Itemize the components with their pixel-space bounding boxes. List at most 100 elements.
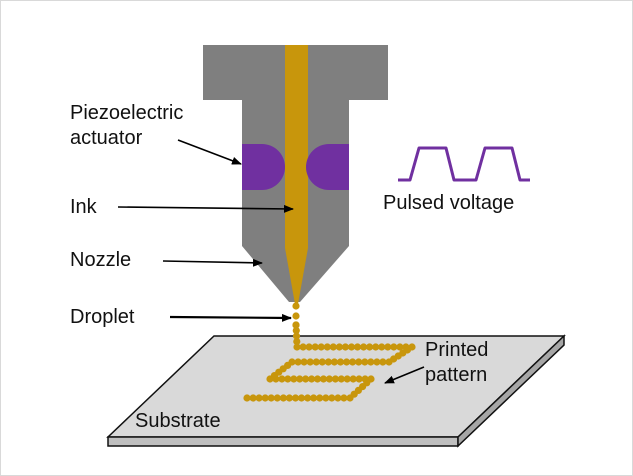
pattern-dot xyxy=(355,358,363,366)
pattern-dot xyxy=(299,343,307,351)
pattern-dot xyxy=(293,343,301,351)
pattern-dot xyxy=(355,375,363,383)
pattern-dot xyxy=(343,358,351,366)
label-pulsed-voltage: Pulsed voltage xyxy=(383,192,515,214)
pattern-dot xyxy=(346,394,354,402)
pattern-dot xyxy=(396,343,404,351)
pattern-dot xyxy=(311,343,319,351)
pattern-dot xyxy=(292,332,301,340)
pattern-dot xyxy=(343,375,351,383)
pattern-dot xyxy=(347,343,356,351)
pattern-dot xyxy=(360,343,368,351)
pattern-dot xyxy=(330,358,338,366)
pattern-dot xyxy=(267,394,275,402)
label-printed-pattern: Printed pattern xyxy=(425,338,488,388)
label-substrate: Substrate xyxy=(135,410,221,432)
pattern-dot xyxy=(379,358,387,366)
arrow-printed-pattern xyxy=(384,366,425,384)
pattern-dot xyxy=(372,343,380,351)
pattern-dot xyxy=(384,343,392,351)
pattern-dot xyxy=(294,358,302,366)
pattern-dot xyxy=(361,358,369,366)
piezo-actuator-right xyxy=(306,144,349,190)
pattern-dot xyxy=(285,394,293,402)
substrate xyxy=(106,334,566,448)
pattern-dot xyxy=(328,394,336,402)
pattern-dot xyxy=(373,358,381,366)
pattern-dot xyxy=(322,394,330,402)
label-droplet: Droplet xyxy=(70,306,135,328)
droplet-dot xyxy=(292,302,300,310)
pattern-dot xyxy=(319,375,328,383)
pattern-dot xyxy=(272,375,280,383)
pattern-dot xyxy=(291,394,300,402)
pattern-dot xyxy=(305,343,313,351)
pattern-dot xyxy=(290,375,298,383)
arrow-droplet xyxy=(169,313,292,322)
pattern-dot xyxy=(340,394,348,402)
pulsed-voltage-waveform xyxy=(398,146,530,182)
pattern-dot xyxy=(312,358,320,366)
label-printed-line-2: pattern xyxy=(425,364,488,386)
pattern-dot xyxy=(249,394,257,402)
pattern-dot xyxy=(349,358,357,366)
label-printed-line-1: Printed xyxy=(425,339,489,361)
pattern-dot xyxy=(313,375,322,383)
pattern-dot xyxy=(302,375,310,383)
pattern-dot xyxy=(336,358,345,366)
pattern-dot xyxy=(273,394,281,402)
arrow-nozzle xyxy=(162,258,263,267)
label-piezo-line-1: Piezoelectric xyxy=(70,102,184,124)
label-ink: Ink xyxy=(70,196,97,218)
pattern-dot xyxy=(243,394,251,402)
printed-pattern xyxy=(243,321,416,402)
pattern-dot xyxy=(306,358,314,366)
pattern-dot xyxy=(385,358,393,366)
pattern-dot xyxy=(331,375,339,383)
pattern-dot xyxy=(335,343,343,351)
pattern-dot xyxy=(296,375,304,383)
pattern-dot xyxy=(278,375,286,383)
pattern-dot xyxy=(304,394,312,402)
pattern-dot xyxy=(310,394,318,402)
pattern-dot xyxy=(367,358,375,366)
pattern-dot xyxy=(324,358,332,366)
pattern-dot xyxy=(279,394,287,402)
pattern-dot xyxy=(323,343,331,351)
substrate-front-edge xyxy=(107,436,459,447)
pattern-dot xyxy=(308,375,316,383)
pattern-dot xyxy=(366,343,374,351)
pattern-dot xyxy=(349,375,357,383)
arrow-piezo xyxy=(177,139,242,165)
pattern-dot xyxy=(266,375,274,383)
pattern-dot xyxy=(300,358,308,366)
pattern-dot xyxy=(316,394,324,402)
droplet-dot xyxy=(292,321,300,329)
label-nozzle: Nozzle xyxy=(70,249,132,271)
piezo-actuator-left xyxy=(242,144,286,190)
substrate-right-edge xyxy=(457,334,565,448)
pattern-dot xyxy=(337,375,345,383)
pattern-dot xyxy=(284,375,292,383)
pattern-dot xyxy=(334,394,342,402)
pattern-dot xyxy=(297,394,306,402)
pattern-dot xyxy=(318,358,326,366)
label-piezo-line-2: actuator xyxy=(70,127,143,149)
falling-droplets xyxy=(292,302,300,329)
pattern-dot xyxy=(317,343,325,351)
ink-channel xyxy=(285,45,308,304)
pattern-dot xyxy=(341,343,349,351)
pattern-dot xyxy=(261,394,269,402)
arrow-ink xyxy=(117,204,294,213)
pattern-dot xyxy=(255,394,263,402)
pattern-dot xyxy=(390,343,398,351)
pattern-dot xyxy=(293,337,301,346)
label-piezoelectric-actuator: Piezoelectric actuator xyxy=(70,101,183,151)
pattern-dot xyxy=(378,343,386,351)
pattern-dot xyxy=(329,343,337,351)
pattern-dot xyxy=(353,343,362,351)
pattern-dot xyxy=(292,326,300,335)
droplet-dot xyxy=(292,312,300,320)
